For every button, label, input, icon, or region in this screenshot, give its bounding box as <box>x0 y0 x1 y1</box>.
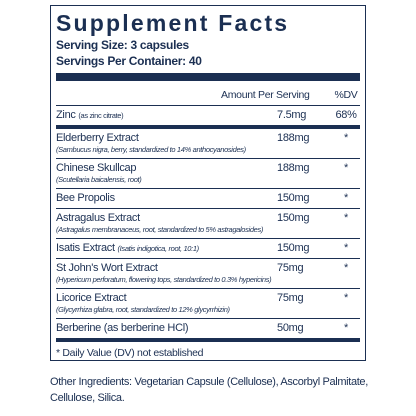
ingredient-detail: (as zinc citrate) <box>78 111 124 120</box>
daily-value: * <box>344 322 348 334</box>
amount: 50mg <box>277 322 304 334</box>
daily-value: * <box>344 242 348 254</box>
ingredient-row: Berberine (as berberine HCl) 50mg * <box>56 319 360 342</box>
ingredient-name: Elderberry Extract <box>56 132 139 144</box>
ingredient-name: Zinc <box>56 109 76 121</box>
ingredient-detail: (Isatis indigotica, root, 10:1) <box>117 244 200 253</box>
ingredient-row: Elderberry Extract (Sambucus nigra, berry… <box>56 129 360 159</box>
ingredient-detail: (Sambucus nigra, berry, standardized to … <box>56 145 246 154</box>
column-header: Amount Per Serving %DV <box>56 81 360 106</box>
amount: 150mg <box>277 212 310 224</box>
ingredient-row: Licorice Extract (Glycyrrhiza glabra, roo… <box>56 289 360 319</box>
ingredient-name: Berberine (as berberine HCl) <box>56 322 189 334</box>
ingredient-row: Isatis Extract (Isatis indigotica, root,… <box>56 239 360 259</box>
amount: 188mg <box>277 162 310 174</box>
column-dv: %DV <box>334 89 358 101</box>
ingredient-row: Astragalus Extract (Astragalus membranace… <box>56 209 360 239</box>
amount: 150mg <box>277 242 310 254</box>
amount: 75mg <box>277 292 304 304</box>
ingredient-row: Bee Propolis 150mg * <box>56 189 360 209</box>
ingredient-detail: (Scutellaria baicalensis, root) <box>56 175 142 184</box>
daily-value: * <box>344 262 348 274</box>
amount: 75mg <box>277 262 304 274</box>
daily-value: * <box>344 292 348 304</box>
ingredient-name: St John's Wort Extract <box>56 262 158 274</box>
title: Supplement Facts <box>56 10 290 36</box>
ingredient-detail: (Hypericum perforatum, flowering tops, s… <box>56 275 272 284</box>
column-amount: Amount Per Serving <box>221 89 310 101</box>
footnote: * Daily Value (DV) not established <box>56 347 204 359</box>
amount: 7.5mg <box>277 109 307 121</box>
ingredient-name: Astragalus Extract <box>56 212 140 224</box>
daily-value: * <box>344 132 348 144</box>
ingredient-detail: (Glycyrrhiza glabra, root, standardized … <box>56 305 230 314</box>
daily-value: * <box>344 212 348 224</box>
supplement-facts-panel: Supplement Facts Serving Size: 3 capsule… <box>50 5 366 361</box>
amount: 188mg <box>277 132 310 144</box>
other-ingredients: Other Ingredients: Vegetarian Capsule (C… <box>50 376 368 404</box>
servings-per-container: Servings Per Container: 40 <box>56 54 202 68</box>
ingredient-row: Zinc (as zinc citrate) 7.5mg 68% <box>56 106 360 129</box>
daily-value: * <box>344 162 348 174</box>
ingredient-row: Chinese Skullcap (Scutellaria baicalensis… <box>56 159 360 189</box>
ingredient-row: St John's Wort Extract (Hypericum perfora… <box>56 259 360 289</box>
ingredient-name: Licorice Extract <box>56 292 127 304</box>
thick-rule <box>56 73 360 81</box>
ingredient-name: Chinese Skullcap <box>56 162 137 174</box>
ingredient-detail: (Astragalus membranaceus, root, standard… <box>56 225 264 234</box>
daily-value: 68% <box>335 109 357 121</box>
serving-size: Serving Size: 3 capsules <box>56 38 189 52</box>
rows: Zinc (as zinc citrate) 7.5mg 68% Elderberry… <box>56 106 360 342</box>
ingredient-name: Isatis Extract <box>56 242 115 254</box>
amount: 150mg <box>277 192 310 204</box>
ingredient-name: Bee Propolis <box>56 192 115 204</box>
daily-value: * <box>344 192 348 204</box>
